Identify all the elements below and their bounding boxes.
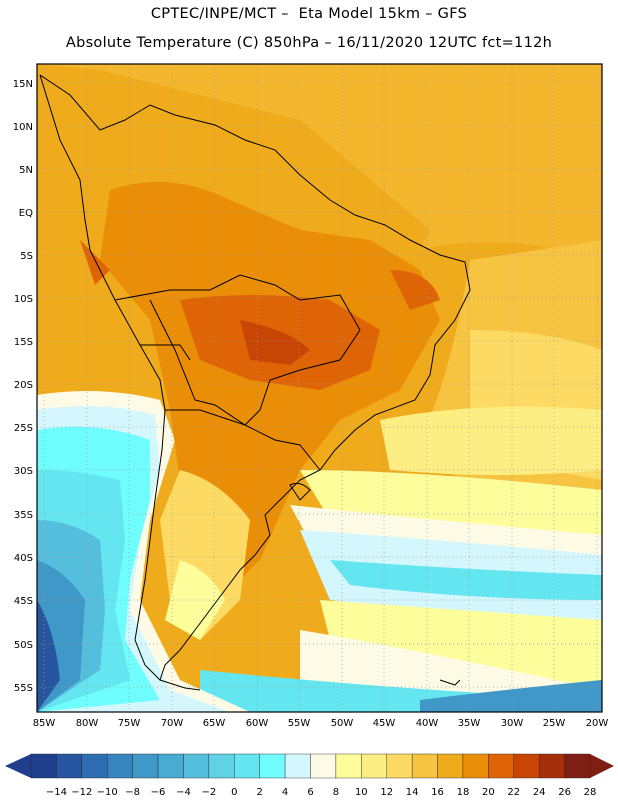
lon-label: 85W — [33, 718, 56, 729]
legend-label: 26 — [558, 787, 571, 798]
legend-label: 22 — [507, 787, 520, 798]
legend-swatch — [81, 753, 108, 779]
legend-underflow-arrow — [5, 754, 31, 778]
legend-label: 8 — [333, 787, 339, 798]
legend-label: 28 — [584, 787, 597, 798]
legend-label: 10 — [355, 787, 368, 798]
legend-swatch — [462, 753, 489, 779]
legend-swatch — [386, 753, 413, 779]
lon-label: 45W — [373, 718, 396, 729]
lon-label: 65W — [203, 718, 226, 729]
lat-label: 55S — [14, 683, 33, 694]
legend-label: 14 — [406, 787, 419, 798]
map-title-model: CPTEC/INPE/MCT – Eta Model 15km – GFS — [150, 6, 468, 22]
legend-label: −8 — [125, 787, 140, 798]
lat-label: 40S — [14, 553, 33, 564]
legend-swatch — [259, 753, 286, 779]
legend-label: 20 — [482, 787, 495, 798]
legend-swatch — [30, 753, 57, 779]
longitude-axis: 85W 80W 75W 70W 65W 60W 55W 50W 45W 40W … — [33, 718, 609, 729]
legend-swatch — [513, 753, 540, 779]
legend-label: −2 — [201, 787, 216, 798]
legend-swatch — [183, 753, 210, 779]
legend-swatch — [564, 753, 591, 779]
legend-label: 16 — [431, 787, 444, 798]
lon-label: 20W — [586, 718, 609, 729]
lat-label: 20S — [14, 380, 33, 391]
legend-overflow-arrow — [590, 754, 614, 778]
lat-label: 45S — [14, 596, 33, 607]
lon-label: 50W — [331, 718, 354, 729]
legend-label: 4 — [282, 787, 288, 798]
legend-swatch — [234, 753, 260, 779]
lat-label: 5S — [20, 251, 33, 262]
legend-label: 12 — [380, 787, 393, 798]
legend-label: −4 — [176, 787, 191, 798]
legend-label: 6 — [307, 787, 313, 798]
legend-swatch — [335, 753, 362, 779]
coastlines — [39, 74, 471, 691]
legend-swatch — [361, 753, 387, 779]
lon-label: 25W — [543, 718, 566, 729]
lon-label: 75W — [118, 718, 141, 729]
legend-swatch — [538, 753, 565, 779]
lat-label: 50S — [14, 640, 33, 651]
legend-swatch — [157, 753, 184, 779]
legend-label: −10 — [97, 787, 118, 798]
lat-label: 15N — [13, 79, 33, 90]
legend-label: −12 — [71, 787, 92, 798]
lon-label: 55W — [288, 718, 311, 729]
legend-swatch — [107, 753, 133, 779]
lon-label: 70W — [161, 718, 184, 729]
lon-label: 60W — [246, 718, 269, 729]
legend-swatch — [208, 753, 235, 779]
lat-label: 5N — [19, 165, 33, 176]
legend-label: −14 — [46, 787, 67, 798]
legend-swatch — [310, 753, 337, 779]
lon-label: 80W — [76, 718, 99, 729]
lat-label: 15S — [14, 337, 33, 348]
legend-label: 24 — [533, 787, 546, 798]
legend-label: 2 — [256, 787, 262, 798]
lon-label: 35W — [458, 718, 481, 729]
legend-swatch — [56, 753, 83, 779]
map-frame — [36, 63, 603, 713]
lon-label: 30W — [501, 718, 524, 729]
map-title-field: Absolute Temperature (C) 850hPa – 16/11/… — [65, 35, 553, 51]
temperature-field — [37, 64, 602, 712]
legend-label: 0 — [231, 787, 237, 798]
lat-label: EQ — [19, 208, 33, 219]
lat-label: 30S — [14, 466, 33, 477]
lat-label: 10S — [14, 294, 33, 305]
legend-swatch — [132, 753, 159, 779]
legend-swatch — [284, 753, 311, 779]
latitude-axis: 15N 10N 5N EQ 5S 10S 15S 20S 25S 30S 35S… — [13, 79, 33, 694]
legend-swatch — [437, 753, 464, 779]
legend-label: −6 — [151, 787, 166, 798]
color-legend: −14 −12 −10 −8 −6 −4 −2 0 2 4 6 8 10 12 14 16 18 20 22 24 26… — [5, 753, 614, 798]
legend-swatch — [411, 753, 438, 779]
lon-label: 40W — [416, 718, 439, 729]
legend-label: 18 — [457, 787, 470, 798]
lat-label: 25S — [14, 423, 33, 434]
legend-swatch — [488, 753, 514, 779]
lat-label: 35S — [14, 510, 33, 521]
lat-label: 10N — [13, 122, 33, 133]
